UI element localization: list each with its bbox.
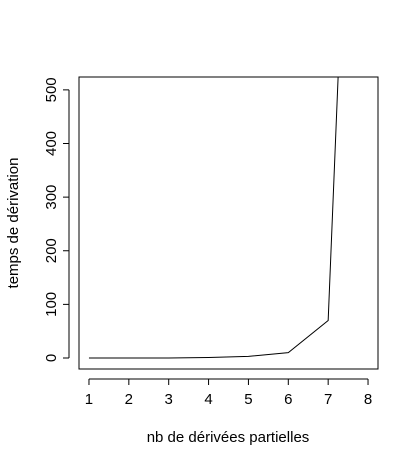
x-axis-title: nb de dérivées partielles	[147, 429, 310, 446]
x-tick-label: 8	[364, 391, 372, 408]
x-tick-label: 6	[284, 391, 292, 408]
x-tick-label: 4	[204, 391, 212, 408]
y-tick-label: 200	[43, 238, 60, 263]
x-tick-label: 5	[244, 391, 252, 408]
y-axis-title: temps de dérivation	[5, 158, 22, 289]
x-tick-label: 3	[165, 391, 173, 408]
x-tick-label: 7	[324, 391, 332, 408]
y-tick-label: 0	[43, 354, 60, 362]
y-tick-label: 400	[43, 131, 60, 156]
plot-box	[78, 76, 379, 370]
line-series	[88, 77, 339, 359]
x-tick-label: 2	[125, 391, 133, 408]
y-tick-label: 300	[43, 185, 60, 210]
y-tick-label: 100	[43, 292, 60, 317]
x-tick-label: 1	[85, 391, 93, 408]
y-tick-label: 500	[43, 77, 60, 102]
